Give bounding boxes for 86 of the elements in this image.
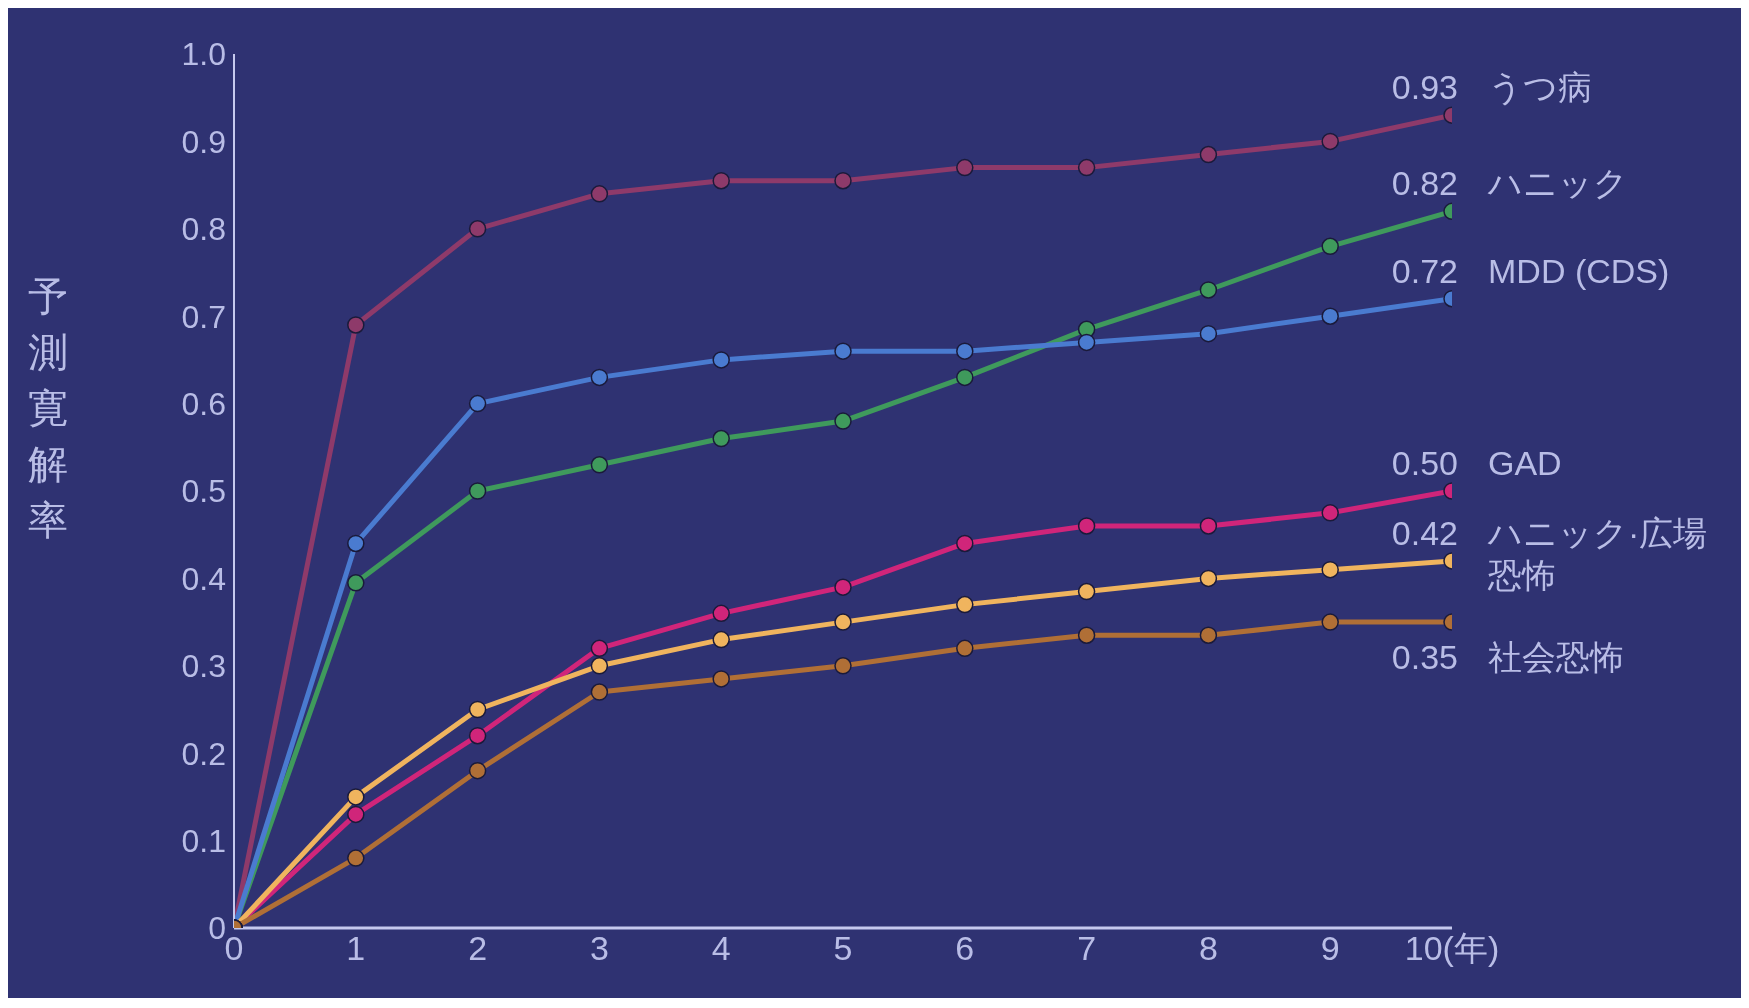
point <box>1077 333 1096 352</box>
point <box>468 726 487 745</box>
point <box>1321 132 1339 151</box>
x-tick-label: 1 <box>346 929 366 968</box>
series-label: ハニック <box>1488 163 1629 205</box>
point <box>712 670 730 688</box>
x-tick-label: 9 <box>1320 929 1340 968</box>
point <box>1199 626 1218 644</box>
point <box>347 534 365 553</box>
point <box>956 639 974 658</box>
data-label: 0.93 <box>1391 67 1458 109</box>
point <box>956 368 974 387</box>
point <box>956 534 974 553</box>
series-label: うつ病 <box>1488 67 1593 109</box>
y-tick-label: 0.8 <box>181 211 226 248</box>
point <box>956 595 974 614</box>
point <box>1199 517 1218 535</box>
x-tick-label: 2 <box>468 929 488 968</box>
x-tick-label: 6 <box>955 929 975 968</box>
point <box>590 456 609 474</box>
point <box>834 613 852 631</box>
point <box>712 429 730 448</box>
point <box>468 761 487 780</box>
point <box>1321 237 1339 256</box>
x-tick-label: 10(年) <box>1404 929 1500 968</box>
data-label: 0.82 <box>1391 163 1458 205</box>
y-tick-label: 0.1 <box>181 822 226 859</box>
data-label: 0.42 <box>1391 512 1458 554</box>
series-label: GAD <box>1488 443 1563 484</box>
point <box>1077 517 1096 535</box>
point <box>834 342 852 360</box>
point <box>347 805 365 824</box>
point <box>834 578 852 596</box>
x-tick-label: 4 <box>711 929 731 968</box>
x-tick-label: 7 <box>1077 929 1097 968</box>
data-label: 0.35 <box>1391 637 1458 679</box>
y-axis-title: 予測寛解率 <box>27 273 69 544</box>
point <box>347 316 365 334</box>
point <box>1199 569 1218 588</box>
point <box>590 683 609 701</box>
y-tick-label: 1.0 <box>181 36 226 73</box>
y-tick-label: 0.7 <box>181 298 226 335</box>
point <box>468 394 487 413</box>
point <box>468 220 487 238</box>
point <box>1321 613 1339 631</box>
point <box>712 171 730 190</box>
y-tick-label: 0.5 <box>181 473 226 510</box>
data-label: 0.50 <box>1391 443 1458 484</box>
point <box>590 639 609 658</box>
data-label: 0.72 <box>1391 250 1458 292</box>
x-tick-label: 3 <box>589 929 609 968</box>
point <box>590 657 609 675</box>
point <box>1199 145 1218 164</box>
point <box>834 412 852 430</box>
y-tick-label: 0.2 <box>181 735 226 772</box>
point <box>1321 504 1339 522</box>
point <box>956 342 974 360</box>
point <box>590 185 609 203</box>
point <box>590 368 609 387</box>
y-tick-label: 0.3 <box>181 648 226 685</box>
point <box>1199 281 1218 299</box>
point <box>347 849 365 867</box>
point <box>347 788 365 806</box>
point <box>712 630 730 649</box>
point <box>834 171 852 190</box>
series-label: MDD (CDS) <box>1488 250 1671 292</box>
series-label: 社会恐怖 <box>1488 637 1625 679</box>
point <box>1321 307 1339 325</box>
point <box>1077 626 1096 644</box>
point <box>468 700 487 719</box>
point <box>834 657 852 675</box>
x-tick-label: 5 <box>833 929 853 968</box>
y-tick-label: 0.6 <box>181 385 226 422</box>
point <box>712 604 730 623</box>
y-tick-label: 0.4 <box>181 560 226 597</box>
point <box>1077 158 1096 177</box>
point <box>347 574 365 592</box>
point <box>1199 324 1218 343</box>
point <box>712 351 730 369</box>
point <box>1321 560 1339 579</box>
series-label: ハニック·広場恐怖 <box>1488 512 1709 596</box>
point <box>956 158 974 177</box>
y-tick-label: 0.9 <box>181 123 226 160</box>
point <box>1077 582 1096 601</box>
x-tick-label: 8 <box>1198 929 1218 968</box>
point <box>468 482 487 500</box>
